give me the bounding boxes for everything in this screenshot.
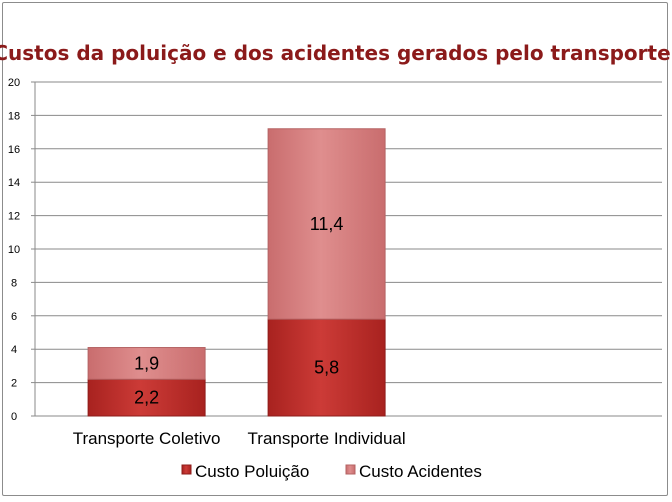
data-label: 5,8 [314, 358, 339, 378]
y-tick-label: 20 [8, 77, 20, 89]
legend-label: Custo Acidentes [359, 462, 482, 481]
y-tick-label: 8 [11, 277, 17, 289]
data-label: 11,4 [310, 214, 344, 234]
legend-label: Custo Poluição [195, 462, 309, 481]
legend-swatch-0 [181, 464, 192, 475]
chart-title: Custos da poluição e dos acidentes gerad… [0, 41, 671, 65]
bar-poluicao-0 [87, 378, 206, 417]
x-category-label: Transporte Coletivo [73, 429, 221, 448]
y-tick-label: 6 [11, 311, 17, 323]
legend-swatch-1 [345, 464, 356, 475]
data-label: 2,2 [134, 388, 159, 408]
x-category-label: Transporte Individual [248, 429, 406, 448]
bar-poluicao-1 [267, 318, 386, 417]
y-tick-label: 2 [11, 378, 17, 390]
y-tick-label: 14 [8, 177, 20, 189]
bar-acidentes-1 [267, 128, 386, 320]
y-axis: 0 2 4 6 8 10 12 14 16 18 20 [8, 77, 36, 423]
legend: Custo Poluição Custo Acidentes [181, 462, 482, 481]
y-tick-label: 16 [8, 144, 20, 156]
bar-acidentes-0 [87, 347, 206, 380]
data-labels: 2,2 1,9 5,8 11,4 [134, 214, 343, 408]
x-axis: Transporte Coletivo Transporte Individual [73, 429, 406, 448]
data-label: 1,9 [134, 353, 159, 373]
y-tick-label: 10 [8, 244, 20, 256]
y-tick-label: 4 [11, 344, 17, 356]
y-tick-label: 12 [8, 211, 20, 223]
y-tick-label: 18 [8, 110, 20, 122]
y-tick-label: 0 [11, 411, 17, 423]
bars [87, 128, 386, 417]
